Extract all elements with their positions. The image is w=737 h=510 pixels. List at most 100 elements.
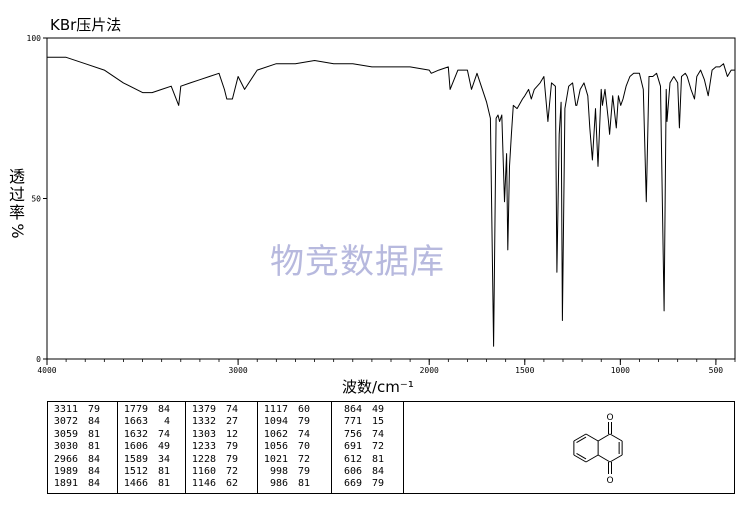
x-tick-label: 4000: [37, 366, 56, 375]
peak-table-row: 3059 81: [48, 429, 117, 441]
peak-table-row: 1332 27: [186, 416, 257, 428]
peak-wavenumber: 998: [269, 465, 288, 477]
peak-transmittance: 84: [87, 453, 100, 465]
peak-table-row: 1094 79: [258, 416, 331, 428]
peak-transmittance: 79: [225, 441, 238, 453]
benzene-ring-bond: [573, 433, 587, 442]
peak-table-row: 1663 4: [118, 416, 185, 428]
peak-wavenumber: 1117: [263, 404, 288, 415]
peak-table-row: 1606 49: [118, 441, 185, 453]
peak-table-column: 1117 60 1094 79 1062 74 1056 70 1021 72 998 79 986 81: [258, 402, 332, 493]
peak-table-row: 1146 62: [186, 478, 257, 490]
peak-wavenumber: 756: [343, 428, 362, 440]
peak-transmittance: 27: [225, 416, 238, 428]
peak-transmittance: 84: [87, 416, 100, 428]
peak-table-row: 986 81: [258, 478, 331, 490]
peak-wavenumber: 2966: [53, 453, 78, 465]
peak-table-row: 3072 84: [48, 416, 117, 428]
peak-wavenumber: 1606: [123, 441, 148, 453]
peak-wavenumber: 1303: [191, 428, 216, 440]
plot-frame: [46, 37, 736, 360]
peak-table-row: 2966 84: [48, 454, 117, 466]
peak-wavenumber: 1663: [123, 416, 148, 428]
peak-wavenumber: 1160: [191, 465, 216, 477]
peak-transmittance: 4: [163, 416, 170, 428]
peak-transmittance: 49: [371, 404, 384, 415]
peak-wavenumber: 3059: [53, 428, 78, 440]
watermark: 物竞数据库: [270, 242, 445, 282]
peak-transmittance: 72: [297, 453, 310, 465]
peak-wavenumber: 771: [343, 416, 362, 428]
quinone-ring-bond: [609, 433, 623, 442]
peak-table-row: 1632 74: [118, 429, 185, 441]
peak-transmittance: 81: [87, 441, 100, 453]
peak-table-row: 1160 72: [186, 466, 257, 478]
peak-table-row: 1379 74: [186, 404, 257, 416]
peak-transmittance: 34: [157, 453, 170, 465]
y-axis-label-char: 透: [8, 167, 25, 186]
peak-wavenumber: 1589: [123, 453, 148, 465]
peak-table-row: 1466 81: [118, 478, 185, 490]
benzene-ring-bond: [573, 454, 587, 463]
peak-wavenumber: 1466: [123, 478, 148, 490]
peak-wavenumber: 3030: [53, 441, 78, 453]
peak-transmittance: 12: [225, 428, 238, 440]
peak-wavenumber: 1512: [123, 465, 148, 477]
peak-wavenumber: 864: [343, 404, 362, 415]
y-tick-label: 0: [36, 355, 41, 364]
spectrum-chart: 4000 3000 2000 1500 1000 500 0 50 100: [27, 34, 736, 375]
peak-transmittance: 79: [297, 465, 310, 477]
peak-table-row: 1891 84: [48, 478, 117, 490]
peak-table-row: 1779 84: [118, 404, 185, 416]
peak-table-row: 669 79: [332, 478, 403, 490]
peak-wavenumber: 1779: [123, 404, 148, 415]
peak-table-row: 3030 81: [48, 441, 117, 453]
peak-wavenumber: 1632: [123, 428, 148, 440]
peak-table-row: 3311 79: [48, 404, 117, 416]
quinone-ring-bond: [597, 454, 611, 463]
peak-table-column: 864 49 771 15 756 74 691 72 612 81 606 84 669 79: [332, 402, 404, 493]
peak-transmittance: 74: [225, 404, 238, 415]
peak-table-row: 1021 72: [258, 454, 331, 466]
peak-transmittance: 81: [87, 428, 100, 440]
benzene-ring-bond: [585, 454, 599, 463]
peak-table-row: 1233 79: [186, 441, 257, 453]
peak-transmittance: 74: [371, 428, 384, 440]
peak-table-column: 1379 74 1332 27 1303 12 1233 79 1228 79 1160 72 1146…: [186, 402, 258, 493]
benzene-double-bond: [576, 453, 587, 460]
peak-table-row: 864 49: [332, 404, 403, 416]
peak-table-row: 1062 74: [258, 429, 331, 441]
x-tick-label: 500: [709, 366, 724, 375]
peak-table-row: 1117 60: [258, 404, 331, 416]
peak-transmittance: 72: [225, 465, 238, 477]
peak-transmittance: 84: [157, 404, 170, 415]
peak-transmittance: 81: [297, 478, 310, 490]
peak-wavenumber: 606: [343, 465, 362, 477]
peak-wavenumber: 1056: [263, 441, 288, 453]
y-axis-label: 透过率%: [6, 168, 28, 240]
peak-table-row: 771 15: [332, 416, 403, 428]
quinone-ring-bond: [597, 433, 611, 442]
peak-table-row: 1303 12: [186, 429, 257, 441]
peak-transmittance: 70: [297, 441, 310, 453]
x-tick-label: 1000: [611, 366, 630, 375]
peak-table-row: 1589 34: [118, 454, 185, 466]
peak-wavenumber: 669: [343, 478, 362, 490]
peak-transmittance: 15: [371, 416, 384, 428]
peak-wavenumber: 1233: [191, 441, 216, 453]
peak-wavenumber: 1332: [191, 416, 216, 428]
x-tick-label: 1500: [515, 366, 534, 375]
peak-wavenumber: 612: [343, 453, 362, 465]
peak-table-row: 756 74: [332, 429, 403, 441]
peak-table-row: 1512 81: [118, 466, 185, 478]
peak-wavenumber: 1146: [191, 478, 216, 490]
peak-table-row: 1989 84: [48, 466, 117, 478]
peak-wavenumber: 986: [269, 478, 288, 490]
oxygen-atom-label: O: [606, 476, 613, 486]
peak-wavenumber: 691: [343, 441, 362, 453]
peak-table-row: 612 81: [332, 454, 403, 466]
peak-transmittance: 81: [157, 465, 170, 477]
peak-table-column: 3311 79 3072 84 3059 81 3030 81 2966 84 1989 84 1891…: [48, 402, 118, 493]
peak-transmittance: 79: [225, 453, 238, 465]
